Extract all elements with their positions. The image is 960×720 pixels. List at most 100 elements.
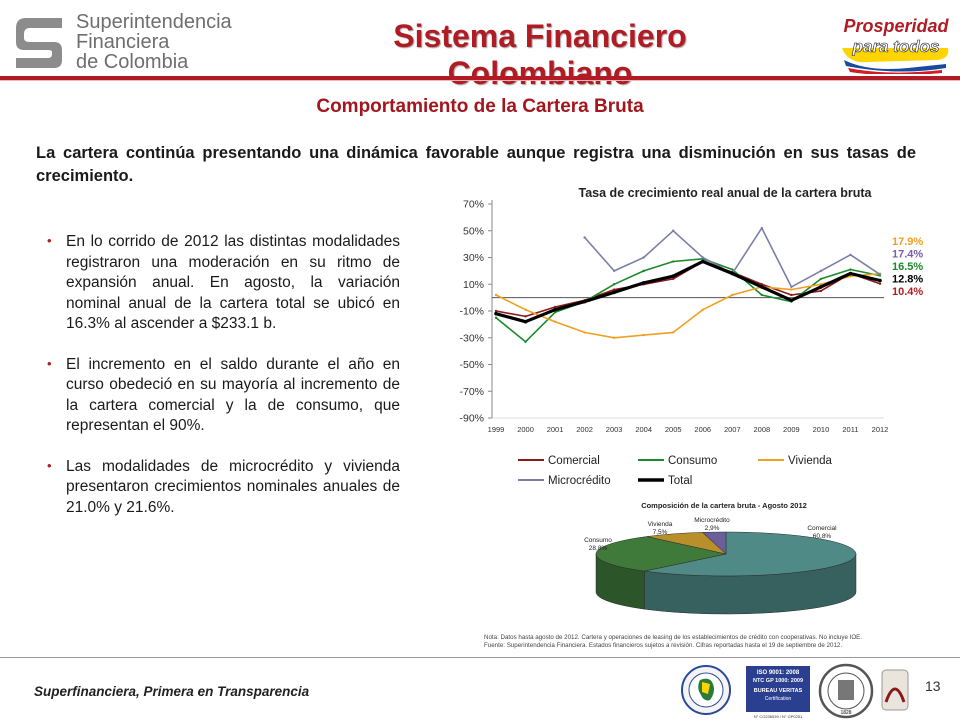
superintendencia-logo-mark — [16, 18, 62, 68]
pie-label-name: Microcrédito — [694, 517, 730, 524]
y-tick-label: -30% — [459, 332, 484, 344]
data-point — [672, 331, 675, 334]
pie-chart-title: Composición de la cartera bruta - Agosto… — [641, 501, 807, 510]
data-point — [524, 340, 527, 343]
data-point — [612, 336, 616, 339]
data-point — [642, 256, 645, 259]
legend-label: Total — [668, 475, 692, 487]
pie-slice-consumo — [595, 536, 727, 572]
x-tick-label: 2012 — [872, 425, 889, 434]
data-point — [849, 253, 852, 257]
end-value-label: 16.5% — [892, 261, 923, 273]
pie-label-name: Comercial — [807, 525, 837, 532]
legend-label: Consumo — [668, 455, 717, 467]
data-point — [523, 319, 528, 324]
pie-label-name: Vivienda — [648, 521, 673, 528]
page-title: Sistema Financiero Colombiano — [393, 18, 687, 91]
pie-label-name: Consumo — [584, 537, 612, 544]
line-chart-svg: 70% 50% 30% 10% -10% -30% -50% -70% -90% 1999 2000… — [459, 199, 923, 488]
data-point — [731, 293, 734, 297]
bullet-icon: • — [47, 457, 52, 473]
pie-slice-microcrdito — [701, 531, 727, 555]
superintendencia-logo: Superintendencia Financiera de Colombia — [10, 10, 232, 72]
x-tick-label: 2003 — [606, 425, 623, 434]
data-point — [494, 293, 498, 297]
bureau-veritas-seal-icon: 1828 — [818, 663, 874, 719]
y-tick-label: 30% — [463, 252, 484, 264]
data-point — [583, 331, 586, 334]
x-tick-label: 2004 — [635, 425, 652, 434]
note-line: Nota: Datos hasta agosto de 2012. Carter… — [484, 634, 862, 641]
superintendencia-logo-text: Superintendencia Financiera de Colombia — [76, 11, 232, 73]
pie-label-value: 28,8% — [589, 545, 608, 552]
bullet-icon: • — [47, 233, 52, 248]
x-tick-label: 2000 — [517, 425, 534, 434]
data-point — [553, 307, 557, 312]
data-point — [790, 293, 793, 297]
data-point — [494, 316, 498, 319]
data-point — [700, 259, 705, 264]
series-line-vivienda — [495, 272, 881, 339]
data-point — [760, 285, 764, 289]
data-point — [612, 290, 616, 295]
footer-tagline: Superfinanciera, Primera en Transparenci… — [34, 684, 310, 699]
growth-line-chart: Tasa de crecimiento real anual de la car… — [430, 180, 955, 500]
pie-label-value: 2,9% — [705, 525, 720, 532]
data-point — [701, 308, 704, 311]
data-point — [760, 226, 764, 230]
svg-text:N° CO236539 / N° GP0251: N° CO236539 / N° GP0251 — [754, 714, 803, 719]
data-point — [819, 289, 823, 293]
line-chart-title: Tasa de crecimiento real anual de la car… — [578, 186, 872, 200]
data-point — [760, 283, 764, 286]
bullet-icon: • — [47, 355, 52, 371]
data-point — [612, 269, 616, 273]
data-point — [612, 283, 616, 286]
data-point — [790, 288, 793, 291]
composition-pie-chart: Composición de la cartera bruta - Agosto… — [576, 496, 886, 628]
intro-paragraph: La cartera continúa presentando una diná… — [36, 144, 916, 185]
data-point — [494, 311, 498, 316]
iso-certification-badge: ISO 9001: 2008 NTC GP 1000: 2009 BUREAU … — [746, 666, 810, 719]
data-point — [553, 320, 557, 323]
data-point — [819, 285, 823, 289]
page-number: 13 — [925, 678, 941, 694]
svg-text:Prosperidad: Prosperidad — [843, 16, 949, 36]
iqnet-logo-icon — [881, 669, 909, 711]
x-tick-label: 1999 — [488, 425, 505, 434]
data-point — [789, 298, 794, 303]
y-tick-label: -50% — [459, 359, 484, 371]
bullet-item: • Las modalidades de microcrédito y vivie… — [47, 457, 400, 516]
x-tick-label: 2001 — [547, 425, 564, 434]
y-tick-label: 50% — [463, 225, 484, 237]
data-point — [612, 288, 616, 291]
x-tick-label: 2005 — [665, 425, 682, 434]
header-divider — [0, 76, 960, 80]
series-line-total — [495, 259, 881, 324]
svg-text:para todos: para todos — [852, 37, 940, 56]
legend-label: Vivienda — [788, 455, 833, 467]
data-point — [878, 282, 882, 285]
y-tick-label: -70% — [459, 386, 484, 398]
pie-chart-svg: Composición de la cartera bruta - Agosto… — [584, 501, 857, 615]
data-point — [494, 309, 498, 313]
svg-text:1828: 1828 — [840, 710, 851, 716]
legend-label: Microcrédito — [548, 475, 611, 487]
data-point — [553, 305, 557, 309]
data-point — [760, 293, 764, 297]
end-value-label: 17.4% — [892, 249, 923, 261]
end-value-label: 17.9% — [892, 236, 923, 248]
y-tick-label: -90% — [459, 413, 484, 425]
pie-slice-comercial — [644, 531, 857, 577]
data-point — [730, 271, 735, 276]
x-tick-label: 2002 — [576, 425, 593, 434]
data-point — [642, 333, 645, 337]
prosperidad-para-todos-logo: Prosperidad para todos — [842, 16, 950, 74]
x-tick-label: 2011 — [842, 425, 858, 434]
svg-text:ISO 9001: 2008: ISO 9001: 2008 — [757, 670, 800, 676]
certification-seals: ISO 9001: 2008 NTC GP 1000: 2009 BUREAU … — [681, 663, 909, 719]
footer-divider — [0, 657, 960, 658]
section-subtitle: Comportamiento de la Cartera Bruta — [316, 96, 644, 117]
data-point — [671, 274, 676, 279]
data-point — [790, 285, 793, 289]
source-line: Fuente: Superintendencia Financiera. Est… — [484, 642, 843, 649]
